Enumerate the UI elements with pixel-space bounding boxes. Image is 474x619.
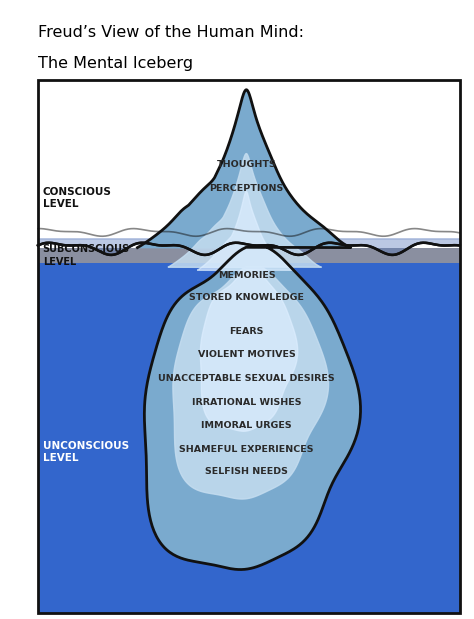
Polygon shape (168, 154, 328, 499)
Text: CONSCIOUS
LEVEL: CONSCIOUS LEVEL (43, 187, 111, 209)
Bar (38, 80, 460, 248)
Bar (38, 80, 460, 613)
Text: PERCEPTIONS: PERCEPTIONS (210, 184, 283, 193)
Text: MEMORIES: MEMORIES (218, 271, 275, 280)
Text: SELFISH NEEDS: SELFISH NEEDS (205, 467, 288, 476)
Text: SHAMEFUL EXPERIENCES: SHAMEFUL EXPERIENCES (179, 445, 314, 454)
Text: THOUGHTS: THOUGHTS (217, 160, 276, 168)
Polygon shape (197, 191, 298, 431)
Text: UNCONSCIOUS
LEVEL: UNCONSCIOUS LEVEL (43, 441, 129, 463)
Polygon shape (137, 90, 361, 569)
Bar (38, 263, 460, 613)
Text: STORED KNOWLEDGE: STORED KNOWLEDGE (189, 293, 304, 301)
Text: SUBCONSCIOUS
LEVEL: SUBCONSCIOUS LEVEL (43, 244, 130, 267)
Bar (38, 248, 460, 263)
Text: IRRATIONAL WISHES: IRRATIONAL WISHES (191, 398, 301, 407)
Text: VIOLENT MOTIVES: VIOLENT MOTIVES (198, 350, 295, 359)
Text: UNACCEPTABLE SEXUAL DESIRES: UNACCEPTABLE SEXUAL DESIRES (158, 374, 335, 383)
Text: IMMORAL URGES: IMMORAL URGES (201, 422, 292, 430)
Text: The Mental Iceberg: The Mental Iceberg (38, 56, 193, 71)
Text: FEARS: FEARS (229, 327, 264, 335)
Text: Freud’s View of the Human Mind:: Freud’s View of the Human Mind: (38, 25, 304, 40)
